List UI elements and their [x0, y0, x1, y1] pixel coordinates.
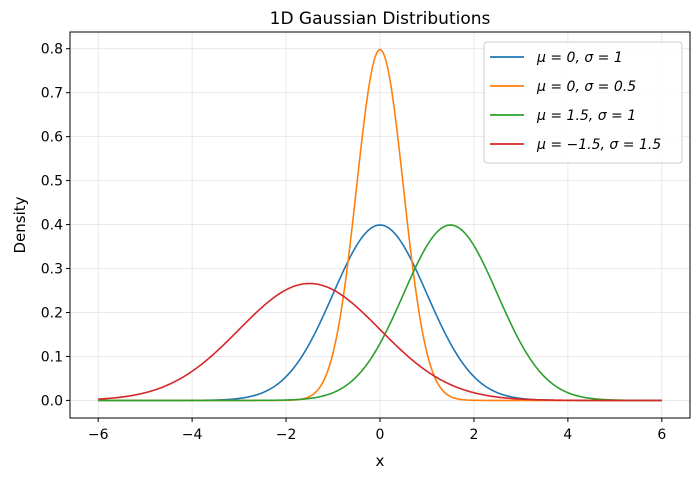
x-axis-label: x [376, 452, 385, 470]
y-tick-label: 0.7 [41, 86, 63, 102]
y-tick-label: 0.2 [41, 305, 63, 321]
y-tick-label: 0.6 [41, 130, 63, 146]
x-axis: −6 −4 −2 0 2 4 6 [88, 418, 666, 443]
x-tick-label: −6 [88, 427, 109, 443]
x-tick-label: 6 [657, 427, 666, 443]
series-line [98, 282, 662, 402]
y-tick-label: 0.1 [41, 349, 63, 365]
legend-label: μ = −1.5, σ = 1.5 [536, 137, 661, 153]
y-tick-label: 0.0 [41, 393, 63, 409]
y-tick-label: 0.8 [41, 42, 63, 58]
y-axis-label: Density [11, 196, 29, 253]
y-tick-label: 0.5 [41, 174, 63, 190]
legend-label: μ = 0, σ = 1 [536, 50, 623, 66]
legend-label: μ = 1.5, σ = 1 [536, 108, 636, 124]
y-axis: 0.0 0.1 0.2 0.3 0.4 0.5 0.6 0.7 0.8 [41, 42, 70, 409]
legend-label: μ = 0, σ = 0.5 [536, 79, 636, 95]
legend: μ = 0, σ = 1 μ = 0, σ = 0.5 μ = 1.5, σ = 1… [483, 41, 683, 164]
x-tick-label: 4 [563, 427, 572, 443]
x-tick-label: 0 [376, 427, 385, 443]
x-tick-label: −2 [276, 427, 297, 443]
y-tick-label: 0.4 [41, 218, 63, 234]
chart-title: 1D Gaussian Distributions [270, 9, 491, 29]
x-tick-label: −4 [182, 427, 203, 443]
y-tick-label: 0.3 [41, 262, 63, 278]
series-line [98, 224, 662, 402]
series-lines [98, 48, 662, 402]
x-tick-label: 2 [469, 427, 478, 443]
